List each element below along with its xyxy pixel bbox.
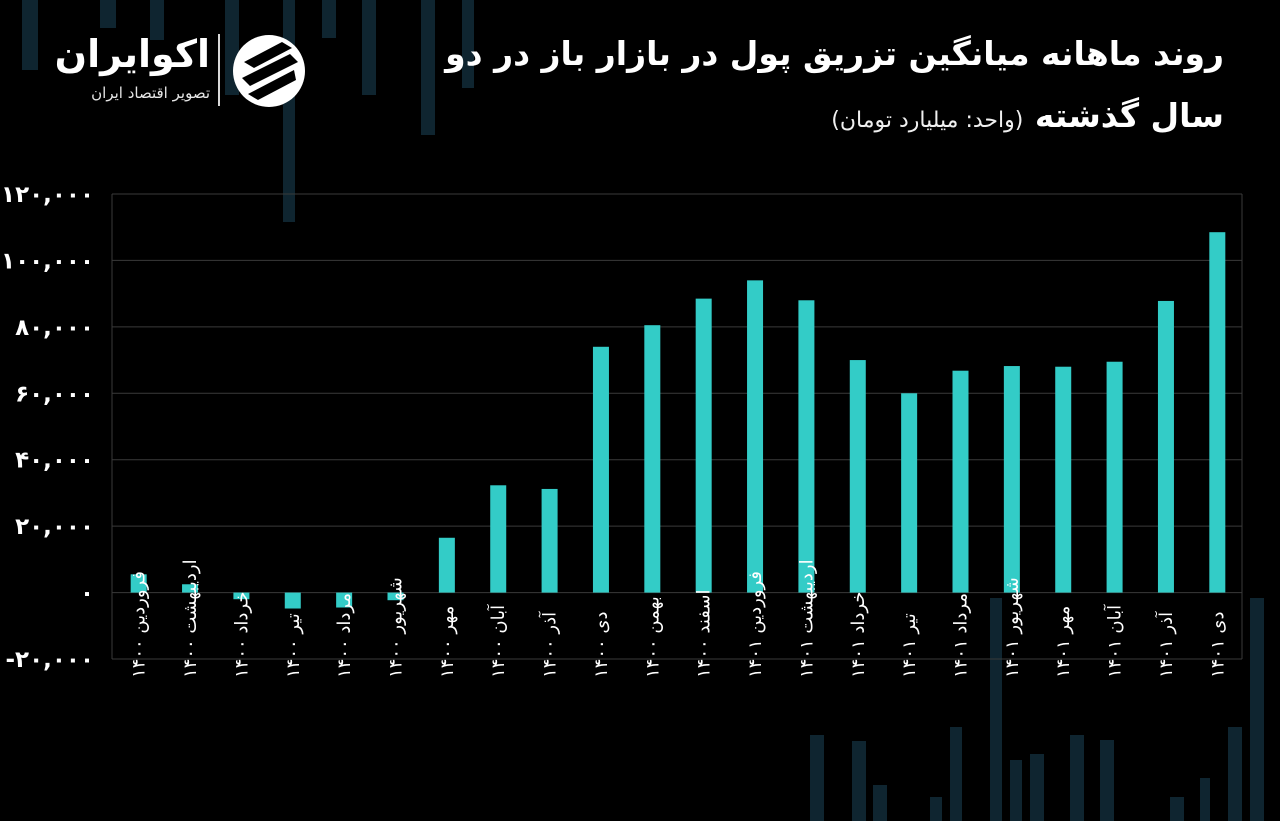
decor-bar	[1030, 754, 1044, 821]
x-tick-label: آبان ۱۴۰۱	[1103, 604, 1126, 678]
decor-bar	[990, 598, 1002, 821]
bar	[849, 360, 866, 593]
chart-unit: (واحد: میلیارد تومان)	[831, 108, 1024, 133]
bar	[182, 584, 199, 593]
decor-bar	[1200, 778, 1210, 821]
y-tick-label: ۸۰,۰۰۰	[15, 315, 94, 341]
x-tick-label: آذر ۱۴۰۱	[1154, 611, 1177, 678]
bar	[798, 300, 815, 593]
bar	[1055, 366, 1072, 593]
decor-bar	[1170, 797, 1184, 821]
y-tick-label: ۴۰,۰۰۰	[15, 448, 94, 474]
decor-bar	[950, 727, 962, 821]
logo: اکوایران تصویر اقتصاد ایران	[50, 28, 310, 114]
decor-bar	[100, 0, 116, 28]
x-tick-label: مهر ۱۴۰۰	[437, 606, 458, 678]
bar	[1209, 232, 1226, 593]
x-tick-label: آبان ۱۴۰۰	[486, 604, 509, 678]
x-tick-label: فروردین ۱۴۰۰	[129, 571, 150, 678]
x-tick-label: دی ۱۴۰۱	[1207, 612, 1228, 679]
x-tick-label: شهریور ۱۴۰۰	[386, 577, 407, 678]
x-tick-label: اسفند ۱۴۰۰	[694, 590, 715, 678]
y-tick-label: ۶۰,۰۰۰	[15, 381, 94, 407]
bar	[747, 280, 764, 593]
x-tick-label: خرداد ۱۴۰۰	[231, 592, 252, 678]
decor-bar	[930, 797, 942, 821]
y-tick-label: ۰	[80, 581, 94, 607]
y-tick-label: ۱۰۰,۰۰۰	[1, 248, 94, 274]
bar	[387, 592, 404, 601]
bar	[438, 537, 455, 593]
decor-bar	[362, 0, 376, 95]
x-tick-label: مرداد ۱۴۰۰	[334, 593, 355, 678]
bar	[592, 346, 609, 593]
decor-bar	[150, 0, 164, 40]
bar	[695, 298, 712, 593]
x-tick-label: اردیبهشت ۱۴۰۰	[180, 559, 201, 678]
bar	[1003, 366, 1020, 593]
x-tick-label: بهمن ۱۴۰۰	[642, 596, 663, 678]
x-tick-label: آذر ۱۴۰۰	[538, 611, 561, 678]
bar	[490, 485, 507, 593]
bar	[644, 325, 661, 593]
decor-bar	[852, 741, 866, 821]
decor-bar	[1228, 727, 1242, 821]
decor-bar	[1010, 760, 1022, 821]
bar	[1106, 361, 1123, 593]
x-tick-label: شهریور ۱۴۰۱	[1002, 577, 1023, 678]
decor-bar	[873, 785, 887, 821]
y-tick-label: ۲۰,۰۰۰	[15, 514, 94, 540]
decor-bar	[462, 0, 474, 88]
x-tick-label: تیر ۱۴۰۰	[283, 613, 304, 678]
decor-bar	[1250, 598, 1264, 821]
bar	[284, 592, 301, 609]
decor-bar	[322, 0, 336, 38]
bar	[952, 370, 969, 593]
logo-mark-icon	[233, 35, 305, 107]
decor-bar	[1070, 735, 1084, 821]
decor-bar	[1100, 740, 1114, 821]
logo-name: اکوایران	[54, 32, 210, 76]
logo-divider	[218, 34, 220, 106]
bar	[336, 592, 353, 608]
logo-tagline: تصویر اقتصاد ایران	[91, 84, 210, 102]
y-tick-label: -۲۰,۰۰۰	[6, 647, 94, 673]
decor-bar	[22, 0, 38, 70]
chart-title-line-2-text: سال گذشته	[1034, 96, 1224, 135]
chart-title: روند ماهانه میانگین تزریق پول در بازار ب…	[364, 30, 1224, 154]
y-tick-label: ۱۲۰,۰۰۰	[1, 182, 94, 208]
chart-title-line-2: سال گذشته (واحد: میلیارد تومان)	[364, 92, 1224, 154]
x-tick-label: فروردین ۱۴۰۱	[745, 571, 766, 678]
chart-title-line-1: روند ماهانه میانگین تزریق پول در بازار ب…	[445, 34, 1224, 73]
bar	[541, 488, 558, 593]
x-tick-label: اردیبهشت ۱۴۰۱	[796, 559, 817, 678]
bar	[233, 592, 250, 600]
x-tick-label: مرداد ۱۴۰۱	[951, 593, 972, 678]
bar	[1157, 300, 1174, 593]
x-tick-label: تیر ۱۴۰۱	[899, 613, 920, 678]
decor-bar	[810, 735, 824, 821]
bar	[130, 574, 147, 593]
x-tick-label: دی ۱۴۰۰	[591, 612, 612, 679]
decor-bar	[421, 0, 435, 135]
x-tick-label: خرداد ۱۴۰۱	[848, 592, 869, 678]
x-tick-label: مهر ۱۴۰۱	[1053, 606, 1074, 678]
bar	[901, 393, 918, 593]
